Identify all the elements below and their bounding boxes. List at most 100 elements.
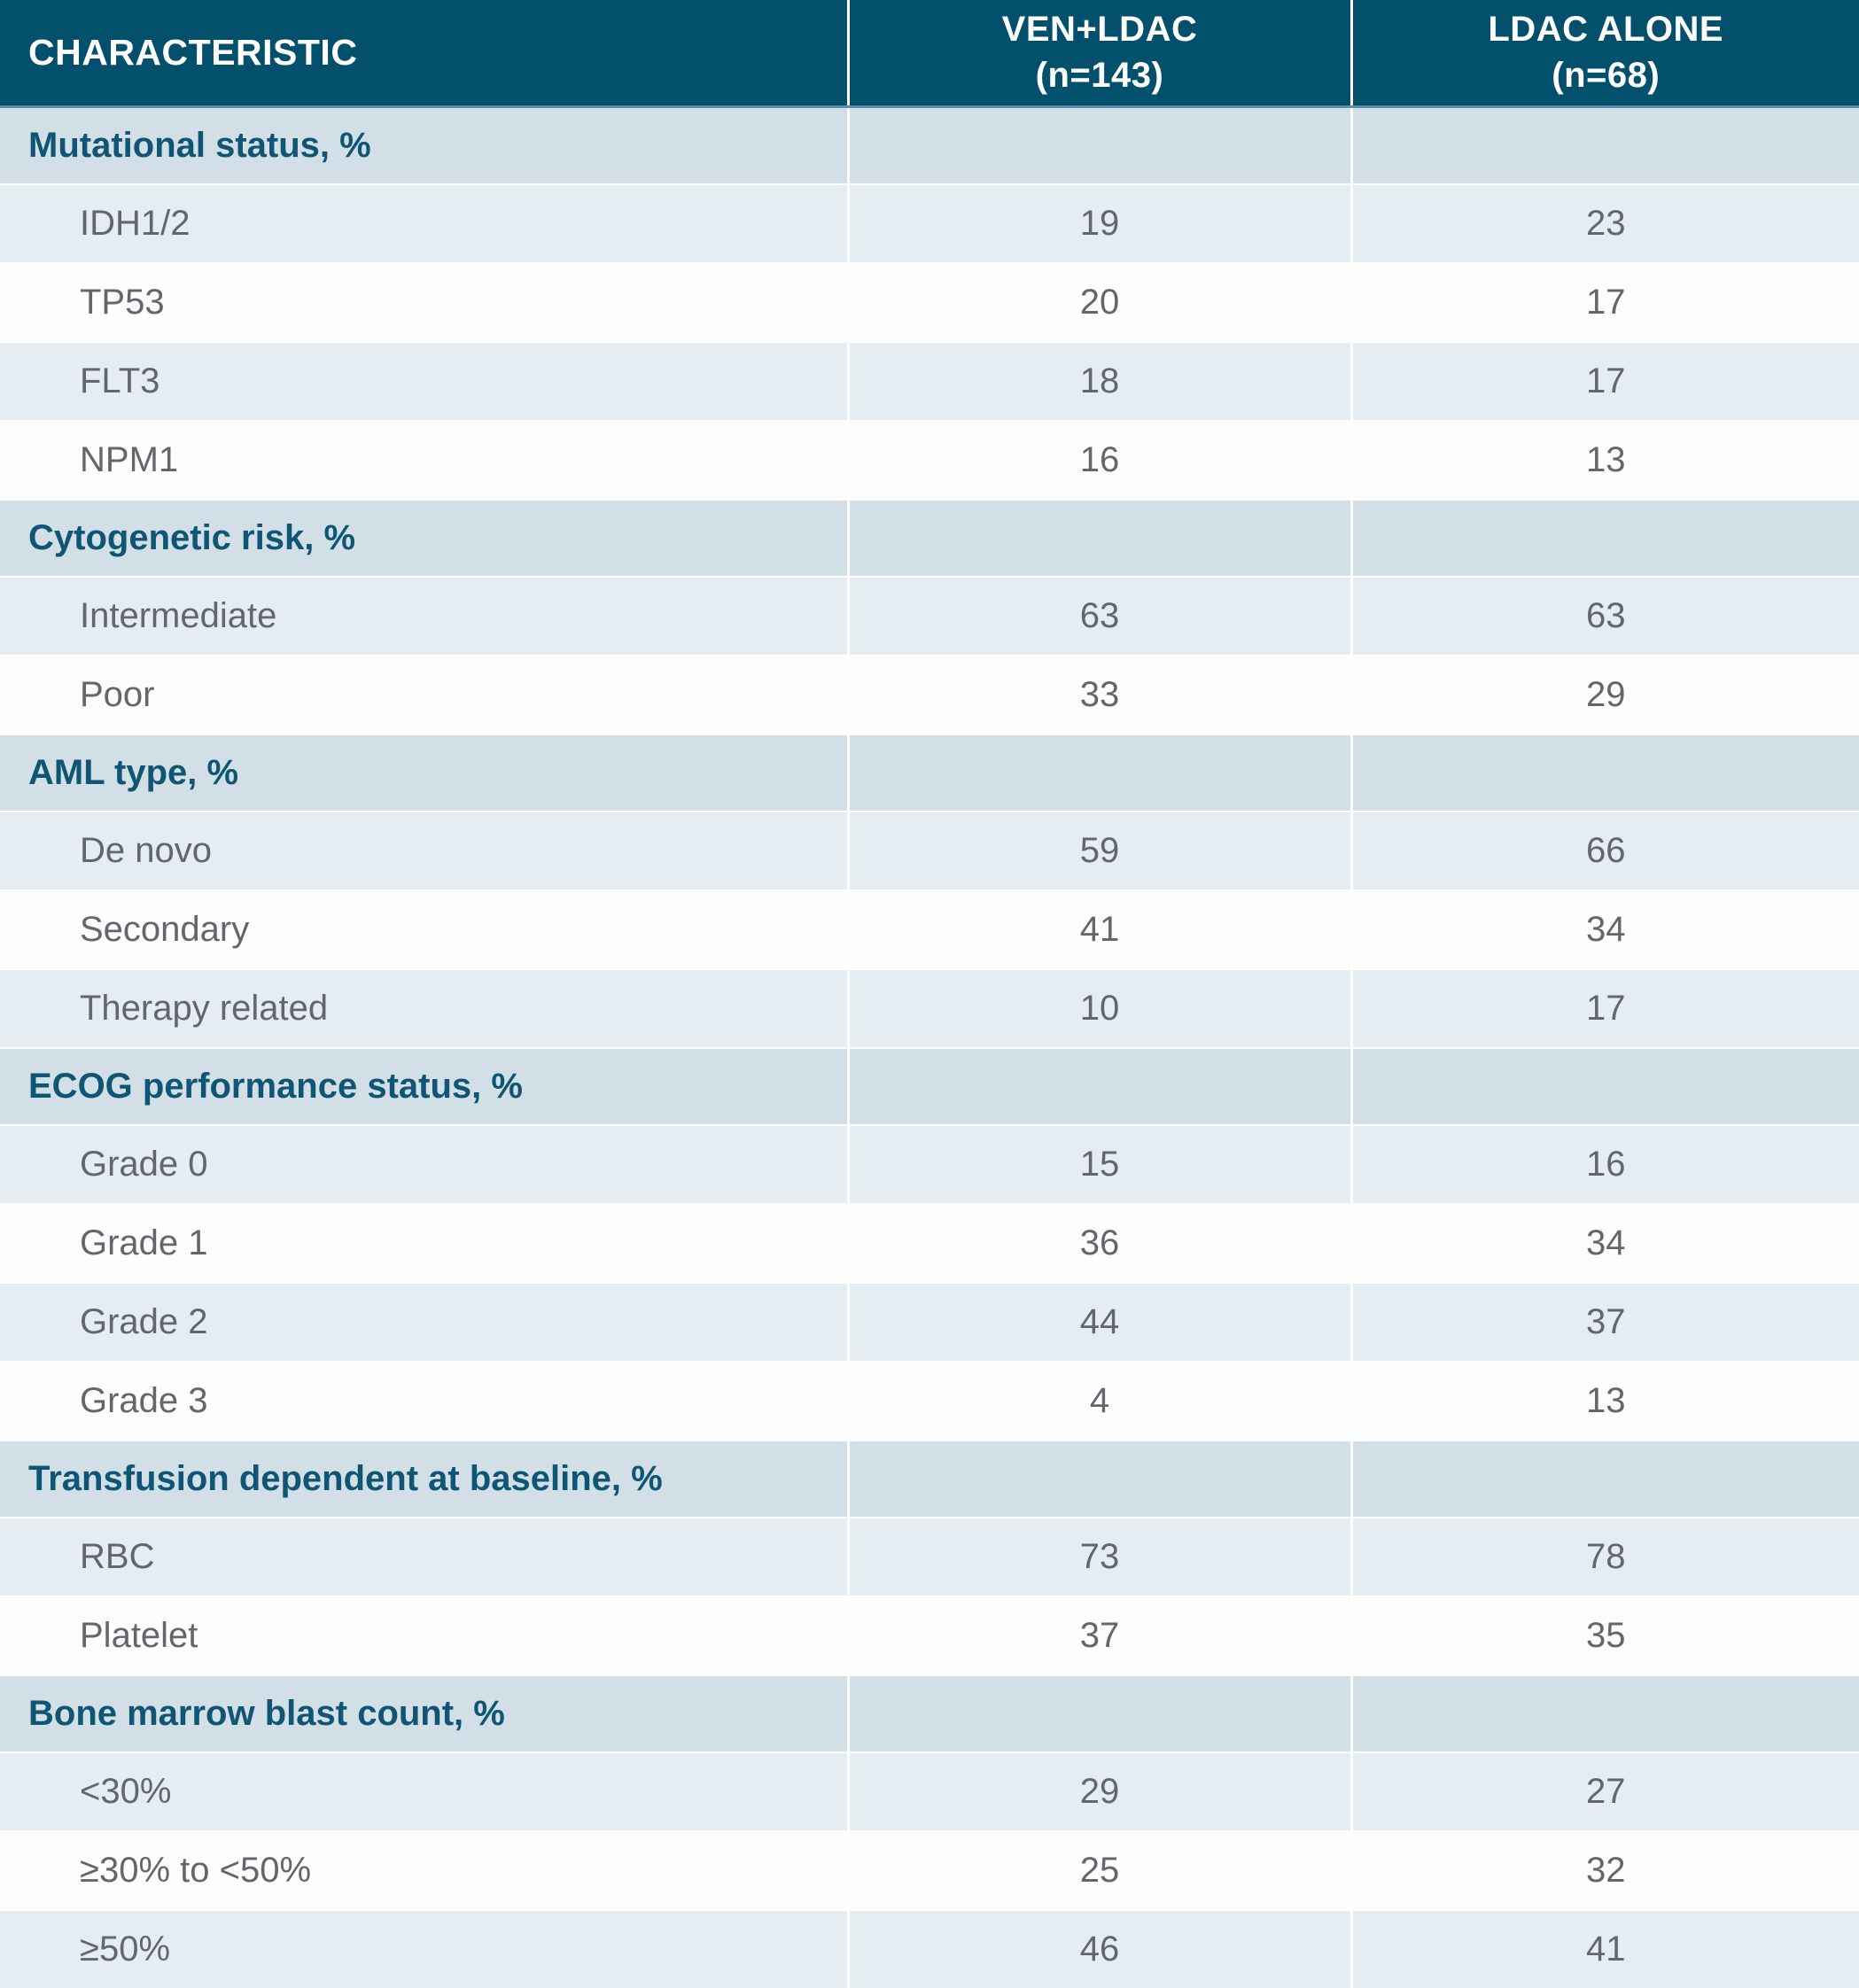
value-ldac-alone: 17 — [1351, 342, 1859, 421]
value-ven-ldac: 37 — [848, 1596, 1351, 1675]
value-ldac-alone: 27 — [1351, 1752, 1859, 1831]
section-header-row: Bone marrow blast count, % — [0, 1675, 1859, 1752]
row-label: IDH1/2 — [0, 184, 848, 263]
section-header-empty-cell — [1351, 500, 1859, 577]
value-ldac-alone: 34 — [1351, 890, 1859, 969]
value-ven-ldac: 44 — [848, 1283, 1351, 1362]
value-ldac-alone: 34 — [1351, 1204, 1859, 1283]
value-ven-ldac: 20 — [848, 263, 1351, 342]
value-ven-ldac: 73 — [848, 1518, 1351, 1596]
section-header-empty-cell — [848, 1675, 1351, 1752]
value-ldac-alone: 13 — [1351, 1362, 1859, 1441]
value-ven-ldac: 36 — [848, 1204, 1351, 1283]
section-header-empty-cell — [848, 734, 1351, 812]
value-ven-ldac: 29 — [848, 1752, 1351, 1831]
value-ldac-alone: 63 — [1351, 577, 1859, 656]
value-ven-ldac: 19 — [848, 184, 1351, 263]
row-label: ≥30% to <50% — [0, 1831, 848, 1910]
column-header-ldac-alone: LDAC ALONE (n=68) — [1351, 0, 1859, 107]
value-ven-ldac: 33 — [848, 656, 1351, 734]
row-label: FLT3 — [0, 342, 848, 421]
section-header-label: Mutational status, % — [0, 107, 848, 185]
value-ldac-alone: 29 — [1351, 656, 1859, 734]
row-label: Intermediate — [0, 577, 848, 656]
section-header-label: Cytogenetic risk, % — [0, 500, 848, 577]
value-ven-ldac: 41 — [848, 890, 1351, 969]
section-header-empty-cell — [848, 1441, 1351, 1518]
value-ldac-alone: 17 — [1351, 263, 1859, 342]
row-label: Therapy related — [0, 969, 848, 1048]
value-ldac-alone: 13 — [1351, 421, 1859, 500]
value-ven-ldac: 18 — [848, 342, 1351, 421]
value-ven-ldac: 63 — [848, 577, 1351, 656]
value-ldac-alone: 23 — [1351, 184, 1859, 263]
section-header-label: Bone marrow blast count, % — [0, 1675, 848, 1752]
section-header-row: AML type, % — [0, 734, 1859, 812]
value-ldac-alone: 37 — [1351, 1283, 1859, 1362]
section-header-empty-cell — [848, 107, 1351, 185]
value-ven-ldac: 59 — [848, 812, 1351, 890]
value-ven-ldac: 15 — [848, 1125, 1351, 1204]
section-header-label: Transfusion dependent at baseline, % — [0, 1441, 848, 1518]
row-label: TP53 — [0, 263, 848, 342]
section-header-label: ECOG performance status, % — [0, 1048, 848, 1125]
row-label: Grade 1 — [0, 1204, 848, 1283]
section-header-label: AML type, % — [0, 734, 848, 812]
row-label: <30% — [0, 1752, 848, 1831]
section-header-empty-cell — [1351, 1048, 1859, 1125]
column-header-ven-ldac-count: (n=143) — [850, 53, 1350, 98]
value-ldac-alone: 32 — [1351, 1831, 1859, 1910]
section-header-empty-cell — [1351, 1441, 1859, 1518]
section-header-row: Transfusion dependent at baseline, % — [0, 1441, 1859, 1518]
value-ldac-alone: 78 — [1351, 1518, 1859, 1596]
row-label: RBC — [0, 1518, 848, 1596]
row-label: Grade 3 — [0, 1362, 848, 1441]
value-ven-ldac: 16 — [848, 421, 1351, 500]
section-header-empty-cell — [848, 500, 1351, 577]
section-header-empty-cell — [1351, 107, 1859, 185]
section-header-row: Cytogenetic risk, % — [0, 500, 1859, 577]
row-label: De novo — [0, 812, 848, 890]
row-label: Grade 2 — [0, 1283, 848, 1362]
column-header-ven-ldac-name: VEN+LDAC — [850, 7, 1350, 52]
section-header-row: ECOG performance status, % — [0, 1048, 1859, 1125]
column-header-ven-ldac: VEN+LDAC (n=143) — [848, 0, 1351, 107]
column-header-ldac-alone-name: LDAC ALONE — [1353, 7, 1859, 52]
column-header-characteristic: CHARACTERISTIC — [0, 0, 848, 107]
column-header-ldac-alone-count: (n=68) — [1353, 53, 1859, 98]
section-header-empty-cell — [848, 1048, 1351, 1125]
section-header-row: Mutational status, % — [0, 107, 1859, 185]
value-ven-ldac: 46 — [848, 1910, 1351, 1988]
header-row: CHARACTERISTIC VEN+LDAC (n=143) LDAC ALO… — [0, 0, 1859, 107]
value-ven-ldac: 25 — [848, 1831, 1351, 1910]
value-ldac-alone: 16 — [1351, 1125, 1859, 1204]
row-label: Grade 0 — [0, 1125, 848, 1204]
row-label: Poor — [0, 656, 848, 734]
row-label: NPM1 — [0, 421, 848, 500]
value-ldac-alone: 35 — [1351, 1596, 1859, 1675]
value-ven-ldac: 10 — [848, 969, 1351, 1048]
row-label: Secondary — [0, 890, 848, 969]
value-ldac-alone: 17 — [1351, 969, 1859, 1048]
row-label: Platelet — [0, 1596, 848, 1675]
value-ldac-alone: 66 — [1351, 812, 1859, 890]
